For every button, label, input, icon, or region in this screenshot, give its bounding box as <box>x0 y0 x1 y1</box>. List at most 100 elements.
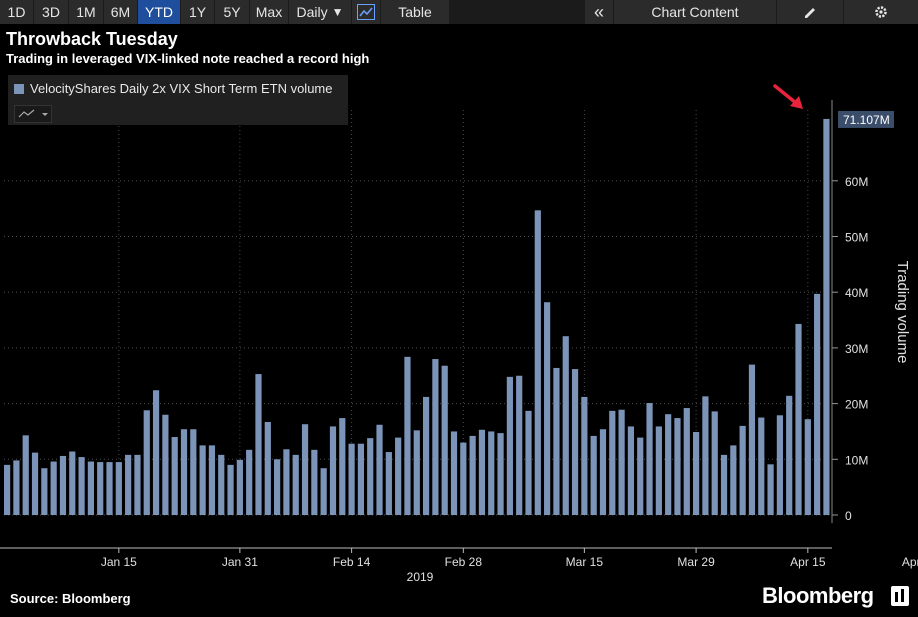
range-3d-button[interactable]: 3D <box>34 0 68 24</box>
bar <box>13 460 20 515</box>
y-tick-label: 40M <box>845 286 868 300</box>
bar <box>804 419 811 515</box>
bar <box>758 417 765 515</box>
legend-series-label: VelocityShares Daily 2x VIX Short Term E… <box>30 81 333 96</box>
bar <box>422 396 430 515</box>
bar <box>264 421 271 515</box>
double-chevron-left-icon[interactable]: « <box>585 0 613 24</box>
frequency-dropdown[interactable]: Daily ▼ <box>289 0 351 24</box>
bar <box>4 464 11 515</box>
bar <box>823 118 830 515</box>
bar <box>711 411 718 515</box>
range-1d-button[interactable]: 1D <box>0 0 33 24</box>
annotation-arrow-head <box>790 96 803 109</box>
x-axis-year-label: 2019 <box>407 570 434 584</box>
bar <box>627 426 635 515</box>
bar <box>590 435 597 515</box>
bar <box>255 374 262 515</box>
edit-icon[interactable] <box>777 0 843 24</box>
bar <box>87 461 94 515</box>
range-max-button[interactable]: Max <box>250 0 288 24</box>
bar <box>404 356 411 515</box>
bar <box>283 449 290 515</box>
bar <box>208 445 216 515</box>
x-tick-label: Mar 15 <box>566 555 604 569</box>
y-tick-label: 20M <box>845 398 868 412</box>
bar <box>171 437 178 515</box>
y-tick-label: 60M <box>845 175 868 189</box>
source-note: Source: Bloomberg <box>10 591 131 606</box>
x-tick-label: Apr 30 <box>902 555 918 569</box>
bar <box>739 425 746 515</box>
bar <box>599 429 607 515</box>
range-1y-button[interactable]: 1Y <box>181 0 214 24</box>
bar <box>152 390 160 515</box>
bar <box>730 445 737 515</box>
bar <box>720 454 728 515</box>
bar <box>795 323 802 515</box>
bar <box>246 449 253 515</box>
y-tick-label: 30M <box>845 342 868 356</box>
bar <box>69 451 76 515</box>
bar <box>441 365 448 515</box>
bar <box>134 454 141 515</box>
bar <box>609 410 616 515</box>
x-tick-label: Apr 15 <box>790 555 826 569</box>
gear-icon[interactable] <box>844 0 918 24</box>
bar <box>292 454 299 515</box>
last-value-badge <box>838 110 894 128</box>
bar <box>180 429 188 515</box>
chart-type-button[interactable] <box>352 0 380 24</box>
bar <box>115 462 122 515</box>
bar <box>534 210 541 516</box>
bar <box>646 403 653 515</box>
bar <box>776 415 783 515</box>
bar <box>767 464 774 515</box>
bar <box>655 426 662 515</box>
y-tick-label: 10M <box>845 453 868 467</box>
table-button[interactable]: Table <box>381 0 449 24</box>
bar <box>450 431 458 515</box>
bar <box>683 408 690 515</box>
bar <box>692 432 700 515</box>
bar <box>581 396 588 515</box>
bar <box>367 438 374 515</box>
bar <box>618 409 625 515</box>
bar <box>199 445 206 515</box>
bar <box>748 364 756 515</box>
bar <box>562 336 569 515</box>
range-ytd-button[interactable]: YTD <box>138 0 180 24</box>
bar <box>488 431 495 515</box>
x-tick-label: Jan 15 <box>101 555 137 569</box>
range-5y-button[interactable]: 5Y <box>215 0 249 24</box>
bar <box>385 452 392 515</box>
bar <box>50 461 57 515</box>
range-6m-button[interactable]: 6M <box>104 0 137 24</box>
legend-chart-style-control[interactable] <box>14 105 52 123</box>
bar <box>41 468 48 515</box>
chart-content-button[interactable]: Chart Content <box>614 0 776 24</box>
bar <box>506 376 513 515</box>
line-chart-icon <box>357 4 375 20</box>
bar <box>786 395 793 515</box>
chart-subtitle: Trading in leveraged VIX-linked note rea… <box>6 51 370 66</box>
bar <box>432 359 439 515</box>
bar <box>125 454 132 515</box>
bar <box>674 418 681 515</box>
bar <box>571 369 579 515</box>
bar <box>348 443 355 515</box>
bar <box>665 414 672 515</box>
bar <box>274 459 281 515</box>
bar <box>814 293 821 515</box>
bar <box>320 468 327 515</box>
bloomberg-logo: Bloomberg <box>762 583 874 608</box>
bar <box>301 424 309 515</box>
last-value-label: 71.107M <box>843 113 890 127</box>
chart-title: Throwback Tuesday <box>6 29 178 49</box>
bar <box>227 464 234 515</box>
bloomberg-logo-mark <box>891 586 909 606</box>
bar <box>106 462 113 515</box>
range-1m-button[interactable]: 1M <box>69 0 103 24</box>
bar <box>59 455 67 515</box>
